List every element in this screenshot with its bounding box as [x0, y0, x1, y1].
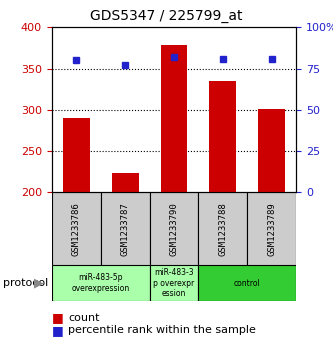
Text: control: control [234, 279, 261, 287]
Bar [198, 192, 247, 265]
Bar [150, 192, 198, 265]
Bar [247, 192, 296, 265]
Bar [52, 192, 101, 265]
Text: percentile rank within the sample: percentile rank within the sample [68, 325, 256, 335]
Text: GSM1233790: GSM1233790 [169, 202, 178, 256]
Text: GSM1233788: GSM1233788 [218, 202, 227, 256]
Text: count: count [68, 313, 100, 323]
Text: ■: ■ [52, 324, 63, 337]
Text: GDS5347 / 225799_at: GDS5347 / 225799_at [90, 9, 243, 23]
Text: ■: ■ [52, 311, 63, 324]
Text: miR-483-5p
overexpression: miR-483-5p overexpression [72, 273, 130, 293]
Bar [63, 118, 90, 192]
Text: miR-483-3
p overexpr
ession: miR-483-3 p overexpr ession [154, 268, 194, 298]
Text: protocol: protocol [3, 278, 49, 288]
Bar [101, 192, 150, 265]
Text: GSM1233787: GSM1233787 [121, 202, 130, 256]
Text: ▶: ▶ [34, 277, 43, 290]
Text: GSM1233786: GSM1233786 [72, 202, 81, 256]
Bar [258, 109, 285, 192]
Bar [150, 265, 198, 301]
Bar [161, 45, 187, 192]
Bar [209, 81, 236, 192]
Bar [52, 265, 150, 301]
Bar [198, 265, 296, 301]
Bar [112, 172, 139, 192]
Text: GSM1233789: GSM1233789 [267, 202, 276, 256]
